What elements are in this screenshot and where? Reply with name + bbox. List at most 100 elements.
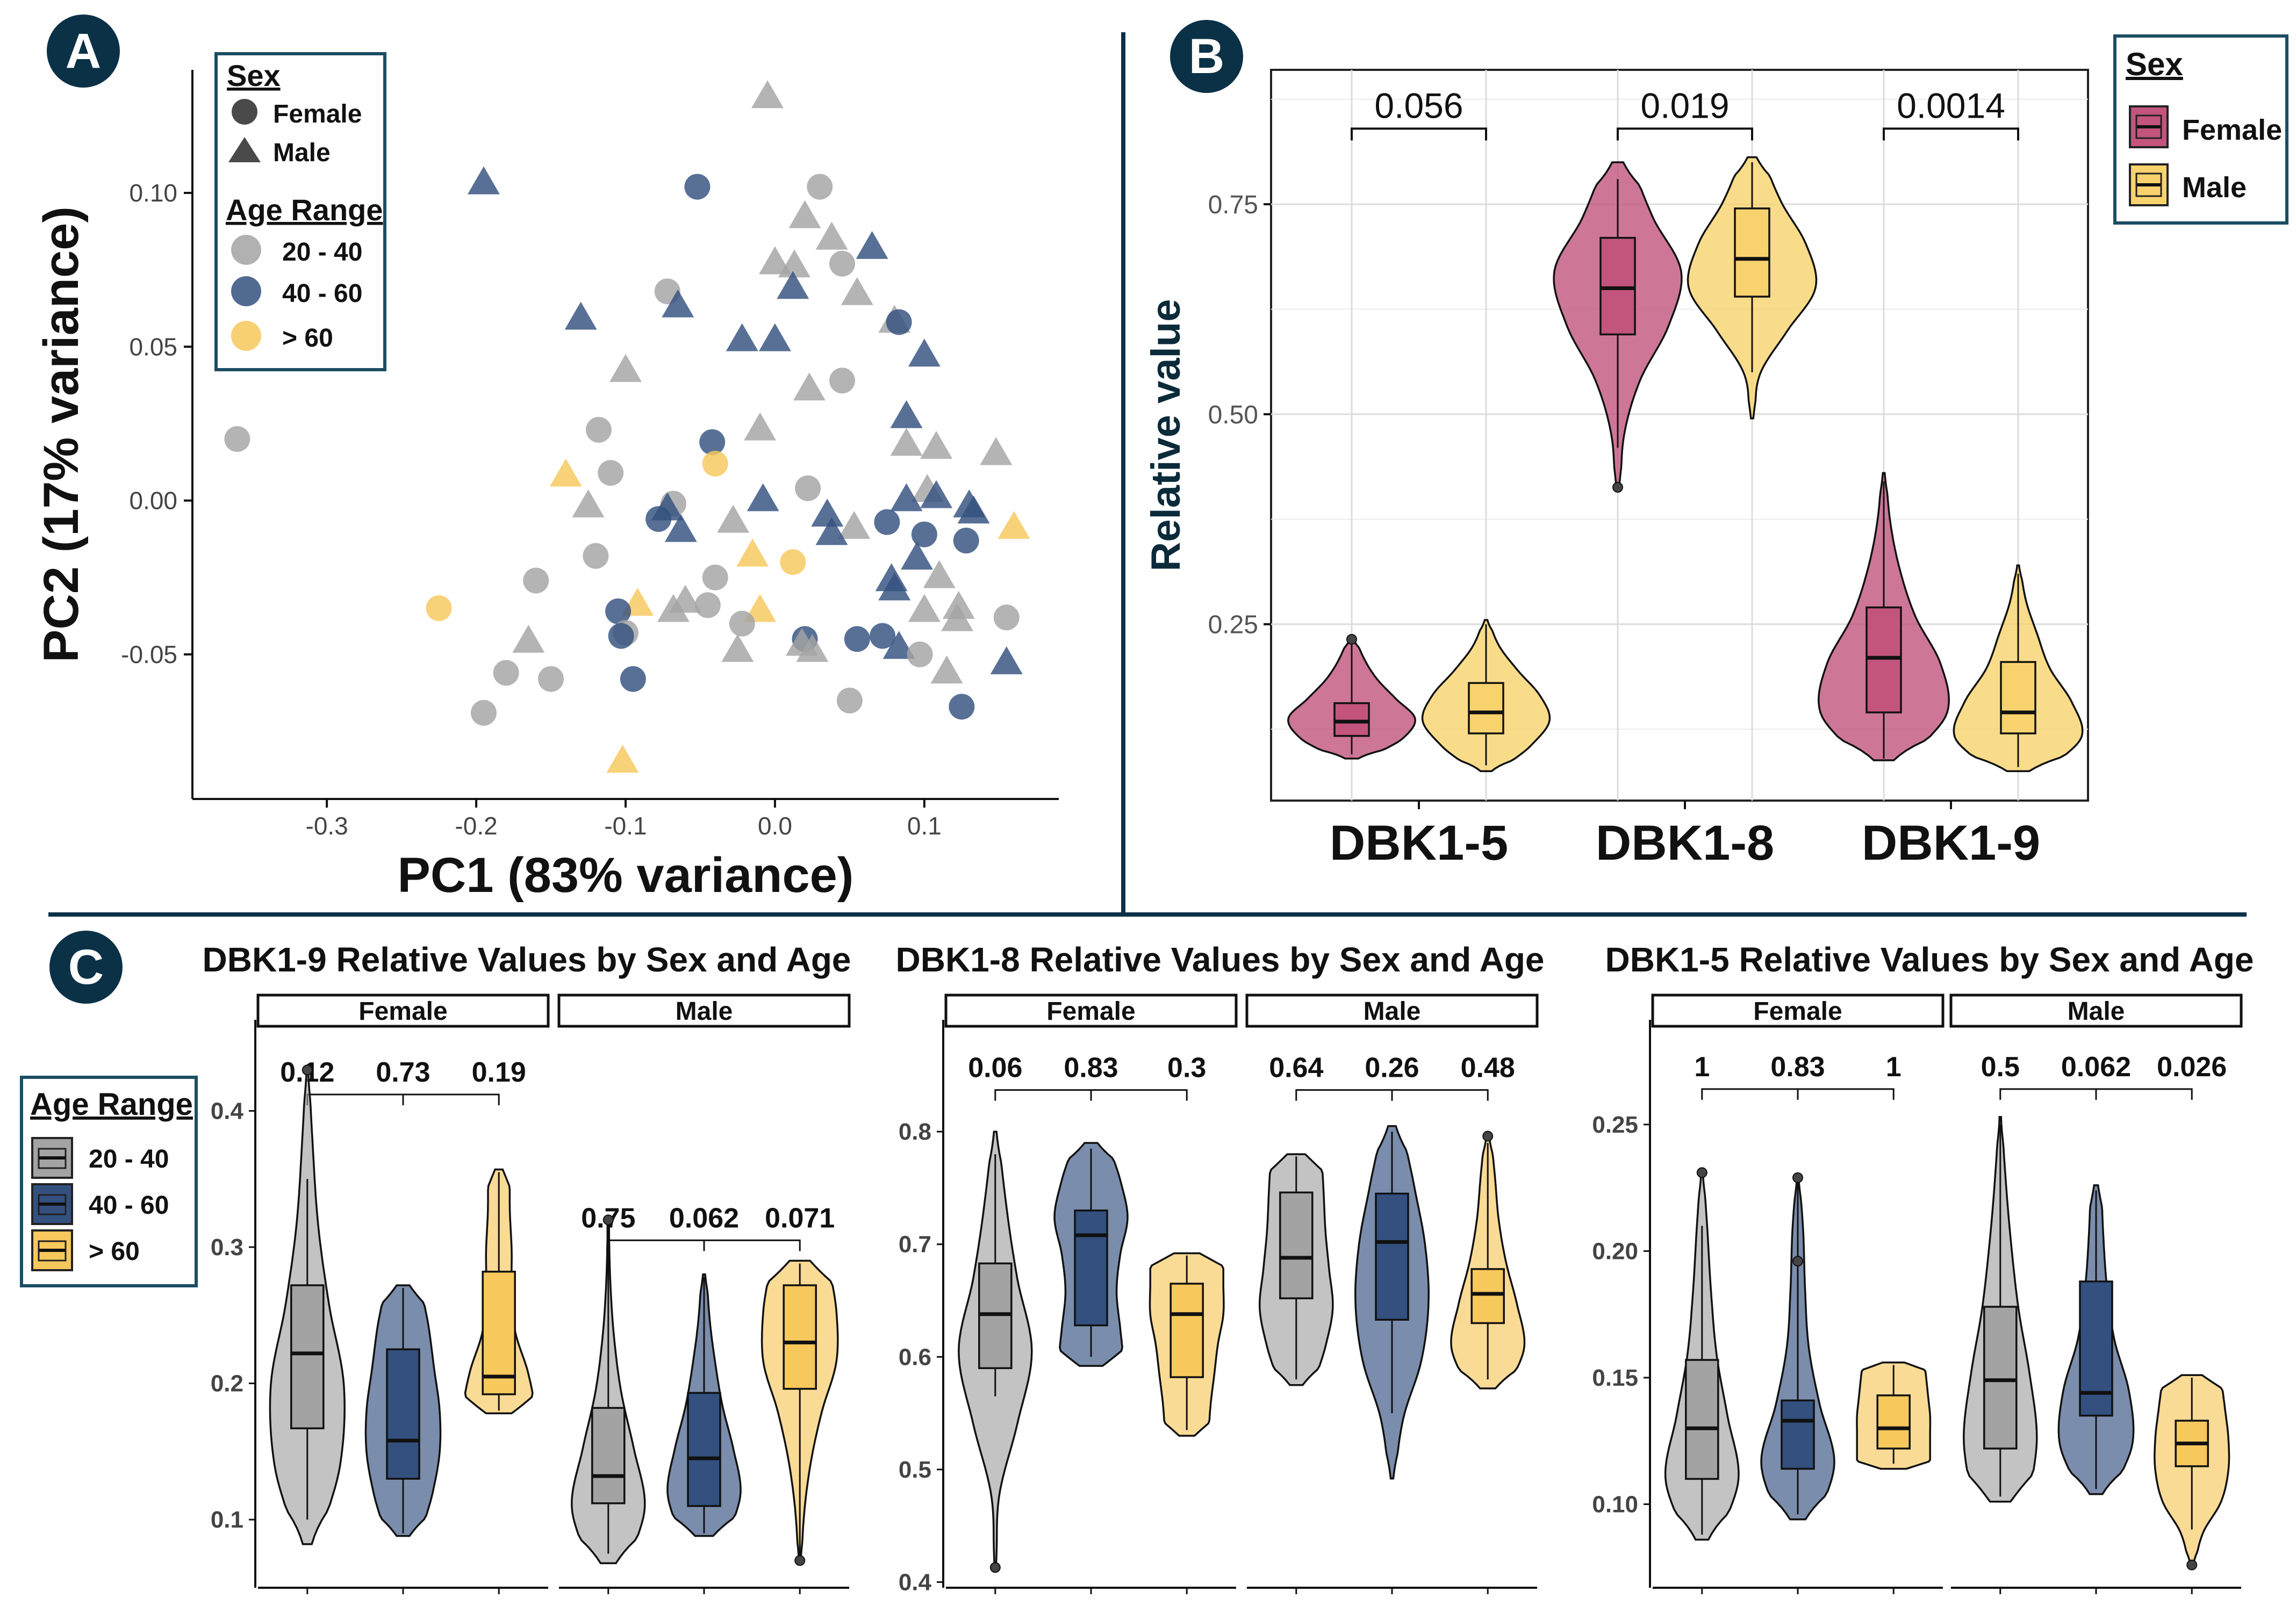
facet-pvalue-label: 0.06 bbox=[968, 1053, 1022, 1084]
legend-male-label: Male bbox=[273, 139, 331, 167]
legend-age-over-60-marker bbox=[231, 321, 261, 351]
pca-point-male bbox=[856, 231, 888, 259]
legend-age-20-40-label-c: 20 - 40 bbox=[89, 1145, 169, 1173]
facet-strip-label: Female bbox=[1046, 997, 1135, 1026]
age-violin-y-tick-label: 0.4 bbox=[211, 1098, 244, 1124]
legend-female-label-b: Female bbox=[2182, 114, 2282, 146]
pca-x-tick-label: -0.3 bbox=[306, 812, 348, 840]
facet-pvalue-label: 0.062 bbox=[669, 1202, 739, 1234]
facet-strip-label: Male bbox=[2068, 997, 2125, 1026]
age-violin-y bbox=[760, 1259, 839, 1566]
facet-pvalue-label: 0.73 bbox=[376, 1057, 430, 1088]
pca-point-female bbox=[702, 564, 728, 591]
legend-female-marker bbox=[232, 99, 257, 125]
pca-point-female bbox=[426, 595, 452, 622]
legend-age-40-60-marker bbox=[231, 276, 261, 306]
sex-violin-female bbox=[1287, 633, 1416, 760]
age-violin-g bbox=[1258, 1153, 1334, 1386]
sex-violin-y-tick-label: 0.50 bbox=[1208, 401, 1258, 429]
pca-point-female bbox=[523, 567, 549, 594]
pca-x-axis-label: PC1 (83% variance) bbox=[398, 848, 854, 903]
facet-strip bbox=[256, 993, 550, 1028]
sex-violin-female-box bbox=[1599, 236, 1636, 336]
pca-point-female bbox=[694, 592, 721, 618]
pca-point-male bbox=[957, 495, 990, 524]
pca-y-tick-label: 0.10 bbox=[129, 179, 177, 207]
pca-point-male bbox=[747, 483, 779, 512]
sex-violin-axes: 0.25 0.50 0.75 DBK1-5 DBK1-8 DBK1-9 0.056 0.019… bbox=[1208, 85, 2041, 870]
pca-point-female bbox=[493, 660, 519, 686]
pca-point-male bbox=[878, 572, 911, 601]
age-violin-y bbox=[1450, 1130, 1526, 1389]
dbk1-8-subplot-title: DBK1-8 Relative Values by Sex and Age bbox=[896, 940, 1545, 979]
facet-strip bbox=[1949, 993, 2243, 1028]
pca-point-male bbox=[990, 646, 1023, 674]
pca-point-female bbox=[645, 506, 672, 532]
facet-pvalue-bracket bbox=[994, 1089, 1188, 1101]
pca-point-female bbox=[538, 666, 564, 692]
age-violin-b-outlier-1 bbox=[1792, 1256, 1803, 1267]
facet-pvalue-bracket bbox=[607, 1239, 801, 1251]
sex-violin-pvalue-bracket bbox=[1351, 127, 1487, 141]
pca-point-male bbox=[572, 489, 605, 517]
age-violin-g-box bbox=[591, 1407, 626, 1504]
pca-point-male bbox=[549, 458, 582, 487]
panel-letter-b: B bbox=[1189, 29, 1224, 84]
age-violin-facet-male: Male 0.64 0.26 0.48 bbox=[1245, 993, 1539, 1594]
pca-point-male bbox=[890, 428, 923, 456]
pca-point-male bbox=[998, 510, 1030, 539]
age-violin-g bbox=[571, 1214, 646, 1565]
age-violin-b-outlier-0 bbox=[1792, 1172, 1803, 1183]
dbk1-9-subplot-title: DBK1-9 Relative Values by Sex and Age bbox=[203, 940, 851, 979]
facet-pvalue-label: 0.5 bbox=[1981, 1052, 2020, 1083]
pca-point-male bbox=[467, 166, 500, 195]
age-violin-g-outlier-0 bbox=[1696, 1167, 1707, 1178]
pca-point-male bbox=[890, 400, 923, 428]
pca-point-male bbox=[664, 514, 697, 542]
pca-point-female bbox=[699, 429, 726, 455]
facet-pvalue-label: 1 bbox=[1886, 1052, 1902, 1083]
sex-violin-pvalue-label: 0.019 bbox=[1640, 85, 1729, 125]
age-violin-y-tick-label: 0.5 bbox=[899, 1457, 931, 1483]
sex-violin-female-box bbox=[1333, 702, 1370, 737]
pca-legend: Sex Female Male Age Range 20 - 40 40 - 6… bbox=[214, 52, 386, 371]
pca-y-tick-label: 0.00 bbox=[129, 487, 177, 515]
pca-point-male bbox=[758, 246, 791, 275]
pca-point-male bbox=[882, 631, 915, 659]
pca-x-tick-label: 0.1 bbox=[907, 812, 942, 840]
age-violin-y-box bbox=[1876, 1394, 1911, 1450]
age-violin-y-tick-label: 0.15 bbox=[1592, 1365, 1638, 1391]
pca-point-male bbox=[923, 560, 956, 588]
legend-age-over-60-swatch bbox=[31, 1229, 73, 1271]
pca-point-male bbox=[920, 431, 953, 459]
age-violin-g-box bbox=[290, 1284, 325, 1430]
sex-violin-pvalue-label: 0.0014 bbox=[1897, 85, 2005, 125]
age-violin-g-outlier-0 bbox=[302, 1064, 313, 1076]
pca-point-male bbox=[736, 538, 769, 567]
age-violin-y bbox=[2154, 1374, 2230, 1571]
age-violin-b bbox=[1354, 1125, 1430, 1480]
age-violin-b bbox=[666, 1273, 742, 1537]
age-violin-y-box bbox=[1169, 1283, 1204, 1378]
sex-violin-male bbox=[1687, 156, 1818, 420]
sex-violin-female bbox=[1553, 161, 1683, 493]
age-violin-g-outlier-0 bbox=[602, 1214, 614, 1226]
age-violin-b-box bbox=[2079, 1280, 2113, 1417]
pca-point-female bbox=[470, 700, 497, 726]
pca-point-male bbox=[930, 656, 963, 684]
age-violin-y-outlier-0 bbox=[2186, 1559, 2198, 1571]
legend-male-label-b: Male bbox=[2182, 171, 2247, 204]
pca-point-female bbox=[844, 626, 870, 652]
pca-point-male bbox=[942, 591, 975, 619]
pca-point-male bbox=[744, 412, 777, 441]
pca-point-female bbox=[886, 309, 912, 335]
pca-point-female bbox=[829, 368, 855, 394]
facet-strip bbox=[557, 993, 851, 1028]
facet-strip-label: Female bbox=[358, 997, 447, 1026]
age-violin-b-box bbox=[1375, 1192, 1409, 1321]
sex-violin-male bbox=[1953, 564, 2084, 773]
age-violin-g bbox=[1963, 1116, 2038, 1503]
age-violin-y-tick-label: 0.6 bbox=[899, 1344, 931, 1370]
pca-point-female bbox=[780, 549, 806, 575]
